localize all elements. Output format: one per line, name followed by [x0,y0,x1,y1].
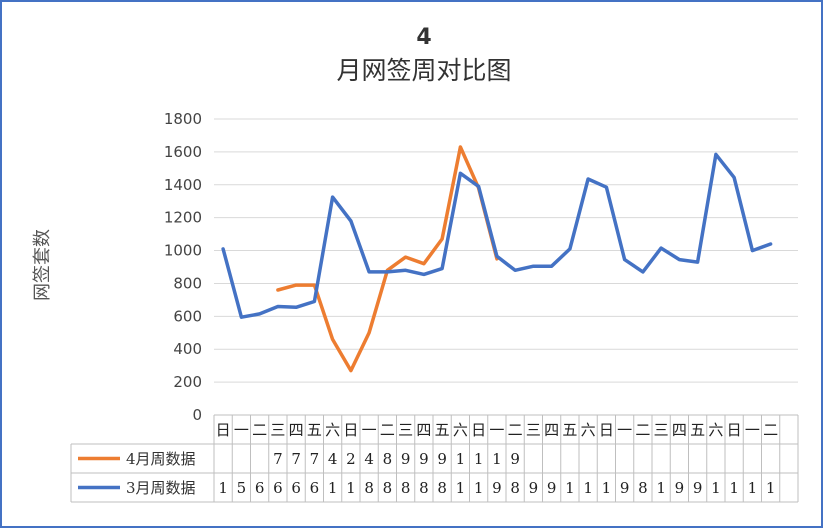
table-cell: 8 [638,479,648,497]
table-cell: 8 [383,479,393,497]
y-tick-label: 1400 [164,176,202,194]
table-cell: 5 [237,479,247,497]
table-cell: 9 [620,479,630,497]
table-cell: 7 [291,450,301,468]
table-cell: 1 [218,479,228,497]
y-tick-label: 0 [192,406,202,424]
y-tick-label: 1800 [164,110,202,128]
table-cell: 1 [583,479,593,497]
table-cell: 8 [383,450,393,468]
y-tick-label: 600 [173,307,202,325]
x-tick-label: 日 [599,421,614,439]
y-axis-label: 网签套数 [32,229,53,301]
x-tick-label: 五 [435,421,450,439]
chart-subtitle: 月网签周对比图 [336,56,511,85]
x-tick-label: 日 [471,421,486,439]
x-tick-label: 二 [252,421,267,439]
table-cell: 4 [328,450,338,468]
table-cell: 9 [419,450,429,468]
table-cell: 1 [602,479,612,497]
x-tick-label: 五 [690,421,705,439]
table-cell: 1 [474,479,484,497]
x-tick-label: 二 [635,421,650,439]
x-tick-label: 六 [325,421,340,439]
table-cell: 1 [474,450,484,468]
table-cell: 1 [748,479,758,497]
x-tick-label: 三 [398,421,413,439]
x-tick-label: 四 [289,421,304,439]
gridlines [214,118,798,416]
table-cell: 6 [273,479,283,497]
x-tick-label: 三 [270,421,285,439]
x-tick-label: 四 [544,421,559,439]
legend-entry: 4月周数据 [126,450,196,468]
table-cell: 9 [529,479,539,497]
x-tick-label: 二 [508,421,523,439]
y-tick-label: 1200 [164,209,202,227]
table-cell: 1 [492,450,502,468]
table-cell: 2 [346,450,356,468]
x-tick-label: 五 [562,421,577,439]
data-table: 日一二三四五六日一二三四五六日一二三四五六日一二三四五六日一二4月周数据 7 7 7 4… [70,414,799,503]
x-tick-label: 三 [526,421,541,439]
x-tick-label: 二 [763,421,778,439]
x-tick-label: 一 [745,421,760,439]
series-line-0 [276,145,499,373]
table-cell: 1 [328,479,338,497]
table-cell: 9 [401,450,411,468]
x-tick-label: 日 [216,421,231,439]
x-tick-label: 一 [234,421,249,439]
x-tick-label: 四 [672,421,687,439]
table-cell: 1 [766,479,776,497]
table-cell: 1 [711,479,721,497]
y-tick-label: 400 [173,340,202,358]
table-cell: 1 [656,479,666,497]
table-cell: 4 [364,450,374,468]
x-tick-label: 一 [362,421,377,439]
y-tick-label: 200 [173,373,202,391]
table-cell: 1 [456,479,466,497]
x-tick-label: 六 [708,421,723,439]
table-cell: 8 [401,479,411,497]
table-cell: 9 [693,479,703,497]
legend-entry: 3月周数据 [126,479,196,497]
table-cell: 7 [273,450,283,468]
table-cell: 1 [565,479,575,497]
y-tick-label: 1600 [164,143,202,161]
table-cell: 1 [729,479,739,497]
table-cell: 9 [437,450,447,468]
x-tick-label: 三 [654,421,669,439]
x-tick-label: 一 [489,421,504,439]
x-tick-label: 二 [380,421,395,439]
x-tick-label: 一 [617,421,632,439]
table-cell: 9 [492,479,502,497]
table-cell: 9 [675,479,685,497]
table-cell: 8 [419,479,429,497]
table-cell: 7 [310,450,320,468]
series-line-1 [221,152,773,319]
x-tick-label: 五 [307,421,322,439]
table-cell: 8 [364,479,374,497]
x-tick-label: 六 [453,421,468,439]
x-tick-label: 六 [581,421,596,439]
table-cell: 6 [291,479,301,497]
y-tick-label: 800 [173,274,202,292]
x-tick-label: 日 [727,421,742,439]
series-lines [221,145,773,373]
table-cell: 1 [456,450,466,468]
table-cell: 6 [255,479,265,497]
x-tick-label: 四 [416,421,431,439]
y-tick-labels: 0 200 400 600 800 1000 1200 1400 1600 1800 [164,110,202,424]
table-cell: 9 [547,479,557,497]
table-cell: 6 [310,479,320,497]
x-tick-label: 日 [343,421,358,439]
chart-title: 4 [416,25,431,50]
table-cell: 9 [510,450,520,468]
y-tick-label: 1000 [164,242,202,260]
table-cell: 8 [510,479,520,497]
table-cell: 8 [437,479,447,497]
table-cell: 1 [346,479,356,497]
